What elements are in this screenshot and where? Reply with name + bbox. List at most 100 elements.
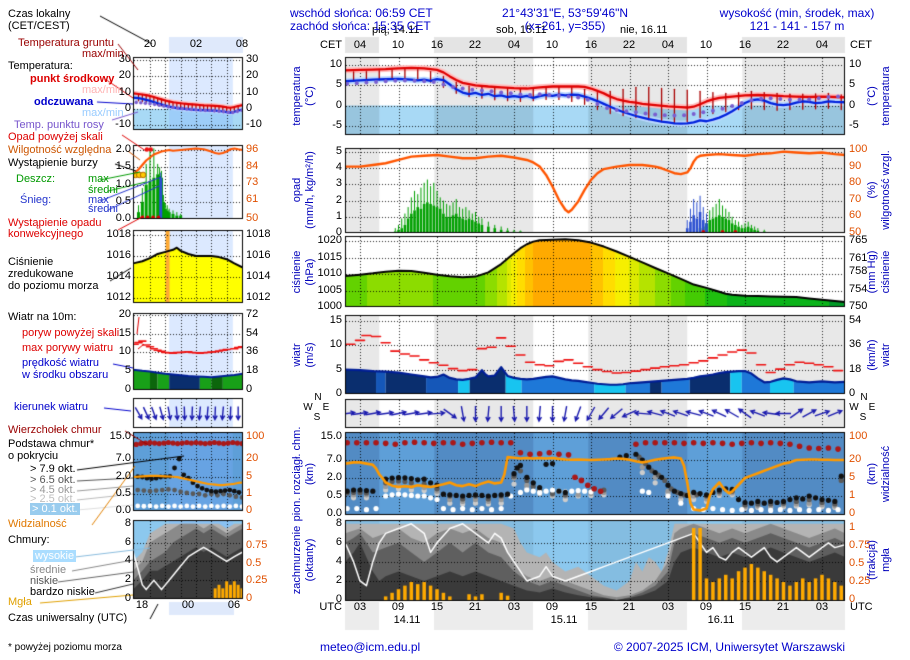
label: 03 — [507, 601, 521, 613]
cet-left: CET — [320, 39, 342, 51]
label: max/min — [82, 84, 124, 96]
label: 754 — [849, 283, 868, 295]
label: 09 — [545, 601, 559, 613]
label: 16 — [738, 39, 752, 51]
label: 22 — [622, 39, 636, 51]
label: -5 — [849, 119, 859, 131]
label: 7.0 — [115, 452, 131, 464]
label: 16 — [584, 39, 598, 51]
axis-cloud-left: pion. rozciągł. chm. — [291, 426, 303, 522]
label: 0.0 — [326, 507, 342, 519]
axis-temperature-left: temperatura — [291, 66, 303, 126]
label: 0.5 — [246, 557, 262, 569]
label: punkt środkowy — [30, 73, 115, 85]
legend-humidity: Wilgotność względna — [8, 144, 112, 156]
label: 10 — [118, 345, 131, 357]
label: 1014 — [106, 270, 131, 282]
label: 73 — [246, 176, 259, 188]
label: 10 — [699, 39, 713, 51]
label: 0 — [335, 387, 342, 399]
label: 50 — [246, 212, 259, 224]
label: 0 — [124, 383, 131, 395]
label: 1018 — [106, 228, 131, 240]
label: 1 — [335, 210, 342, 222]
label: (km) — [304, 463, 316, 485]
label: (CET/CEST) — [8, 20, 70, 32]
label: 21 — [776, 601, 790, 613]
label: 2.0 — [326, 471, 342, 483]
label: 80 — [849, 176, 862, 188]
legend-wind: Wiatr na 10m: — [8, 311, 77, 323]
label: 8 — [124, 517, 131, 529]
label: 5 — [335, 145, 342, 157]
label: -5 — [332, 119, 342, 131]
grid-xy-label: (x=261, y=355) — [524, 19, 606, 33]
day-label-fri: pią, 14.11 — [372, 24, 420, 36]
label: 6 — [124, 536, 131, 548]
label: > 2.5 okt. — [30, 493, 76, 505]
label: 15 — [430, 601, 444, 613]
label: max — [88, 173, 109, 185]
label: 0.75 — [246, 539, 268, 551]
label: 04 — [507, 39, 521, 51]
label: (mm Hg) — [866, 250, 878, 294]
label: 1016 — [246, 249, 271, 261]
label: 54 — [849, 314, 862, 326]
label: (°C) — [304, 86, 316, 106]
label: niskie — [30, 575, 59, 587]
label: 21 — [622, 601, 636, 613]
label: 1016 — [106, 249, 131, 261]
label: 15 — [118, 327, 131, 339]
label: do poziomu morza — [8, 280, 99, 292]
label: 1015 — [317, 251, 342, 263]
contact-email-link[interactable]: meteo@icm.edu.pl — [320, 640, 421, 654]
label: 5 — [246, 470, 253, 482]
label: 22 — [776, 39, 790, 51]
label: 90 — [849, 160, 862, 172]
label: (frakcja) — [866, 540, 878, 580]
label: 0 — [849, 507, 856, 519]
label: 2.0 — [115, 470, 131, 482]
label: max/min — [82, 107, 124, 119]
label: średni — [88, 203, 118, 215]
legend-local-time: Czas lokalny — [8, 8, 71, 20]
label: odczuwana — [34, 96, 94, 108]
legend-temperature: Temperatura: — [8, 60, 73, 72]
legend-wind-dir: kierunek wiatru — [14, 401, 88, 413]
label: prędkość wiatru — [22, 357, 100, 369]
label: 0.5 — [849, 557, 865, 569]
legend-utc: Czas uniwersalny (UTC) — [8, 612, 128, 624]
label: > 0.1 okt. — [30, 503, 80, 515]
utc-left: UTC — [319, 601, 342, 613]
axis-visibility-right: widzialność — [880, 445, 892, 503]
label: -10 — [115, 118, 131, 130]
date-sun: 16.11 — [707, 614, 735, 626]
label: 1.0 — [115, 178, 131, 190]
label: (°C) — [866, 86, 878, 106]
legend-visibility: Widzialność — [8, 518, 67, 530]
axis-pressure-right: ciśnienie — [880, 250, 892, 294]
legend-cloud-base: Podstawa chmur* — [8, 438, 95, 450]
label: 5 — [335, 363, 342, 375]
label: 0.5 — [115, 195, 131, 207]
label: 10 — [329, 58, 342, 70]
label: 36 — [849, 338, 862, 350]
copyright-link[interactable]: © 2007-2025 ICM, Uniwersytet Warszawski — [613, 640, 845, 654]
label: max porywy wiatru — [22, 342, 114, 354]
label: 20 — [246, 452, 259, 464]
label: 72 — [246, 308, 259, 320]
date-fri: 14.11 — [393, 614, 421, 626]
label: 02 — [189, 38, 203, 50]
label: 2.0 — [115, 143, 131, 155]
legend-fog: Mgła — [8, 596, 32, 608]
label: 5 — [849, 471, 856, 483]
label: 1 — [246, 487, 253, 499]
label: 60 — [849, 209, 862, 221]
label: 5 — [124, 364, 131, 376]
label: 15.0 — [320, 430, 342, 442]
label: S — [859, 412, 867, 423]
label: 1014 — [246, 270, 271, 282]
label: -10 — [246, 118, 262, 130]
label: 1018 — [246, 228, 271, 240]
